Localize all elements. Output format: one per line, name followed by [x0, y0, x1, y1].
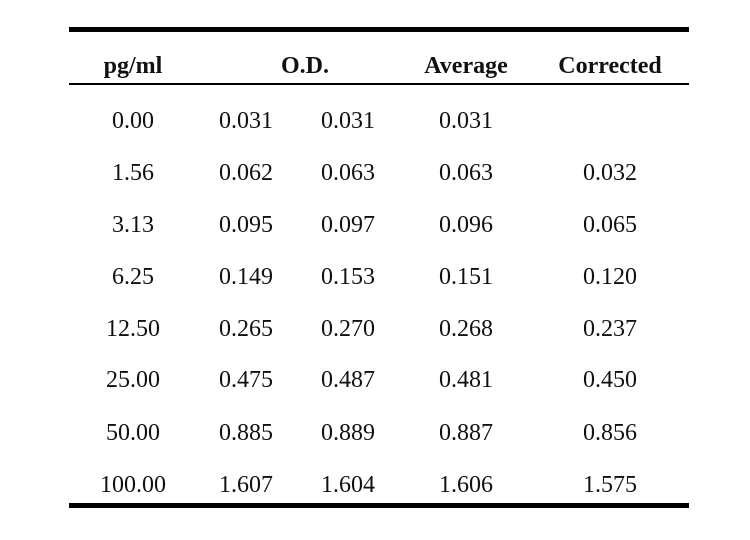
cell-pg-ml: 100.00	[100, 472, 166, 498]
cell-od-1: 0.095	[219, 212, 273, 238]
header-pg-ml: pg/ml	[103, 53, 163, 79]
cell-od-1: 0.265	[219, 316, 273, 342]
header-corrected: Corrected	[558, 53, 662, 79]
cell-od-2: 1.604	[321, 472, 375, 498]
standard-curve-table: pg/ml O.D. Average Corrected 0.00 0.031 …	[69, 27, 689, 511]
cell-corrected: 0.120	[583, 264, 637, 290]
cell-od-2: 0.487	[321, 367, 375, 393]
cell-od-1: 0.031	[219, 108, 273, 134]
cell-od-2: 0.097	[321, 212, 375, 238]
cell-pg-ml: 6.25	[112, 264, 154, 290]
cell-pg-ml: 12.50	[106, 316, 160, 342]
cell-od-1: 0.475	[219, 367, 273, 393]
cell-od-2: 0.889	[321, 420, 375, 446]
cell-average: 0.063	[439, 160, 493, 186]
cell-average: 0.268	[439, 316, 493, 342]
cell-average: 0.151	[439, 264, 493, 290]
cell-pg-ml: 25.00	[106, 367, 160, 393]
cell-corrected: 0.032	[583, 160, 637, 186]
cell-corrected: 1.575	[583, 472, 637, 498]
cell-average: 0.096	[439, 212, 493, 238]
cell-od-2: 0.153	[321, 264, 375, 290]
cell-average: 0.031	[439, 108, 493, 134]
cell-pg-ml: 1.56	[112, 160, 154, 186]
cell-od-2: 0.031	[321, 108, 375, 134]
header-average: Average	[424, 53, 508, 79]
cell-od-1: 1.607	[219, 472, 273, 498]
cell-pg-ml: 3.13	[112, 212, 154, 238]
cell-od-1: 0.062	[219, 160, 273, 186]
cell-average: 1.606	[439, 472, 493, 498]
cell-od-2: 0.063	[321, 160, 375, 186]
cell-pg-ml: 50.00	[106, 420, 160, 446]
header-od: O.D.	[281, 53, 329, 79]
cell-od-2: 0.270	[321, 316, 375, 342]
cell-corrected: 0.450	[583, 367, 637, 393]
cell-average: 0.887	[439, 420, 493, 446]
cell-corrected: 0.856	[583, 420, 637, 446]
cell-od-1: 0.885	[219, 420, 273, 446]
cell-average: 0.481	[439, 367, 493, 393]
cell-corrected: 0.237	[583, 316, 637, 342]
cell-corrected: 0.065	[583, 212, 637, 238]
cell-pg-ml: 0.00	[112, 108, 154, 134]
table-header-rule	[69, 83, 689, 85]
cell-od-1: 0.149	[219, 264, 273, 290]
table-bottom-rule	[69, 503, 689, 508]
table-top-rule	[69, 27, 689, 32]
